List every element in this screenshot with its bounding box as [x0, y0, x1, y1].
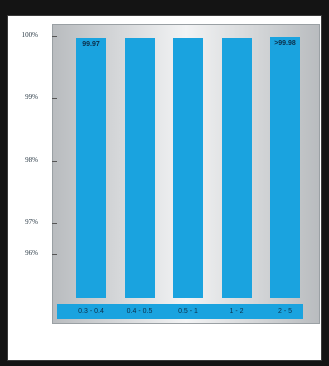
y-tick-label: 100%: [21, 31, 38, 39]
x-tick-label: 1 - 2: [229, 308, 244, 315]
y-tick-mark: [52, 160, 57, 162]
bar: [124, 37, 155, 298]
y-tick-label: 97%: [25, 218, 38, 227]
x-axis-band: [57, 304, 303, 319]
y-tick-label: 99%: [25, 93, 38, 102]
x-tick-label: 0.5 - 1: [178, 308, 198, 315]
bar: [173, 37, 203, 298]
y-tick-mark: [52, 36, 57, 37]
bar: [76, 37, 106, 298]
y-tick-mark: [52, 254, 57, 256]
x-tick-label: 0.3 - 0.4: [78, 308, 104, 315]
y-tick-mark: [52, 98, 57, 100]
bar-data-label: >99.98: [274, 40, 296, 48]
x-tick-label: 0.4 - 0.5: [126, 308, 153, 315]
y-tick-label: 96%: [25, 249, 38, 258]
y-tick-mark: [52, 223, 57, 225]
bar: [270, 37, 300, 298]
x-tick-label: 2 - 5: [277, 308, 292, 315]
bar-data-label: 99.97: [82, 40, 100, 48]
bar: [221, 37, 252, 298]
y-tick-label: 98%: [25, 155, 38, 164]
